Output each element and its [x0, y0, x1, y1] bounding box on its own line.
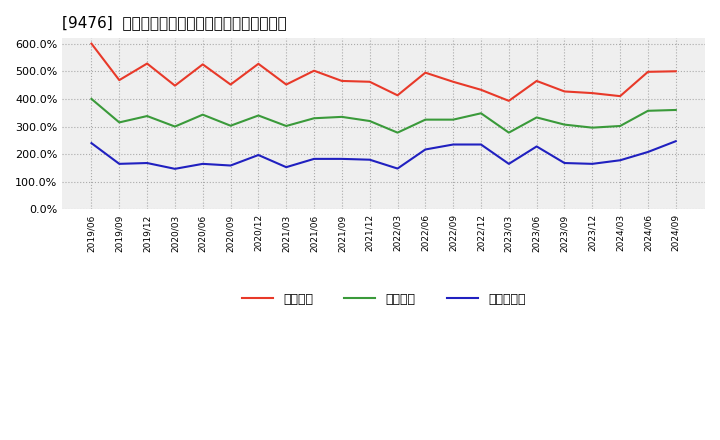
当座比率 — [449, 117, 457, 122]
流動比率 — [616, 94, 624, 99]
流動比率 — [87, 41, 96, 46]
現頲金比率 — [87, 140, 96, 146]
現頲金比率 — [393, 166, 402, 171]
流動比率 — [365, 79, 374, 84]
現頲金比率 — [449, 142, 457, 147]
当座比率 — [115, 120, 124, 125]
現頲金比率 — [421, 147, 430, 152]
流動比率 — [282, 82, 291, 87]
当座比率 — [87, 96, 96, 102]
現頲金比率 — [505, 161, 513, 166]
当座比率 — [254, 113, 263, 118]
流動比率 — [338, 78, 346, 84]
当座比率 — [616, 123, 624, 128]
当座比率 — [532, 115, 541, 120]
現頲金比率 — [143, 161, 151, 166]
Legend: 流動比率, 当座比率, 現頲金比率: 流動比率, 当座比率, 現頲金比率 — [237, 288, 531, 311]
現頲金比率 — [560, 161, 569, 166]
現頲金比率 — [365, 157, 374, 162]
当座比率 — [282, 123, 291, 128]
現頲金比率 — [254, 152, 263, 158]
流動比率 — [644, 69, 652, 74]
現頲金比率 — [226, 163, 235, 168]
流動比率 — [449, 79, 457, 84]
流動比率 — [254, 61, 263, 66]
当座比率 — [505, 130, 513, 135]
当座比率 — [393, 130, 402, 135]
Line: 当座比率: 当座比率 — [91, 99, 676, 132]
当座比率 — [644, 108, 652, 114]
当座比率 — [143, 114, 151, 119]
現頲金比率 — [171, 166, 179, 172]
当座比率 — [560, 122, 569, 127]
流動比率 — [115, 77, 124, 83]
流動比率 — [226, 82, 235, 87]
現頲金比率 — [616, 158, 624, 163]
現頲金比率 — [310, 156, 318, 161]
Text: [9476]  流動比率、当座比率、現頲金比率の推移: [9476] 流動比率、当座比率、現頲金比率の推移 — [62, 15, 287, 30]
現頲金比率 — [588, 161, 597, 166]
当座比率 — [477, 110, 485, 116]
流動比率 — [143, 61, 151, 66]
当座比率 — [365, 118, 374, 124]
Line: 現頲金比率: 現頲金比率 — [91, 141, 676, 169]
流動比率 — [560, 89, 569, 94]
当座比率 — [226, 123, 235, 128]
流動比率 — [477, 87, 485, 92]
現頲金比率 — [477, 142, 485, 147]
当座比率 — [310, 116, 318, 121]
流動比率 — [505, 98, 513, 103]
流動比率 — [393, 93, 402, 98]
当座比率 — [588, 125, 597, 130]
当座比率 — [171, 124, 179, 129]
現頲金比率 — [338, 156, 346, 161]
現頲金比率 — [199, 161, 207, 166]
現頲金比率 — [672, 139, 680, 144]
当座比率 — [421, 117, 430, 122]
当座比率 — [672, 107, 680, 113]
当座比率 — [199, 112, 207, 117]
現頲金比率 — [644, 149, 652, 154]
流動比率 — [421, 70, 430, 75]
現頲金比率 — [282, 165, 291, 170]
流動比率 — [310, 68, 318, 73]
当座比率 — [338, 114, 346, 120]
流動比率 — [588, 91, 597, 96]
流動比率 — [171, 83, 179, 88]
流動比率 — [532, 78, 541, 84]
流動比率 — [199, 62, 207, 67]
流動比率 — [672, 69, 680, 74]
現頲金比率 — [532, 144, 541, 149]
Line: 流動比率: 流動比率 — [91, 44, 676, 101]
現頲金比率 — [115, 161, 124, 166]
